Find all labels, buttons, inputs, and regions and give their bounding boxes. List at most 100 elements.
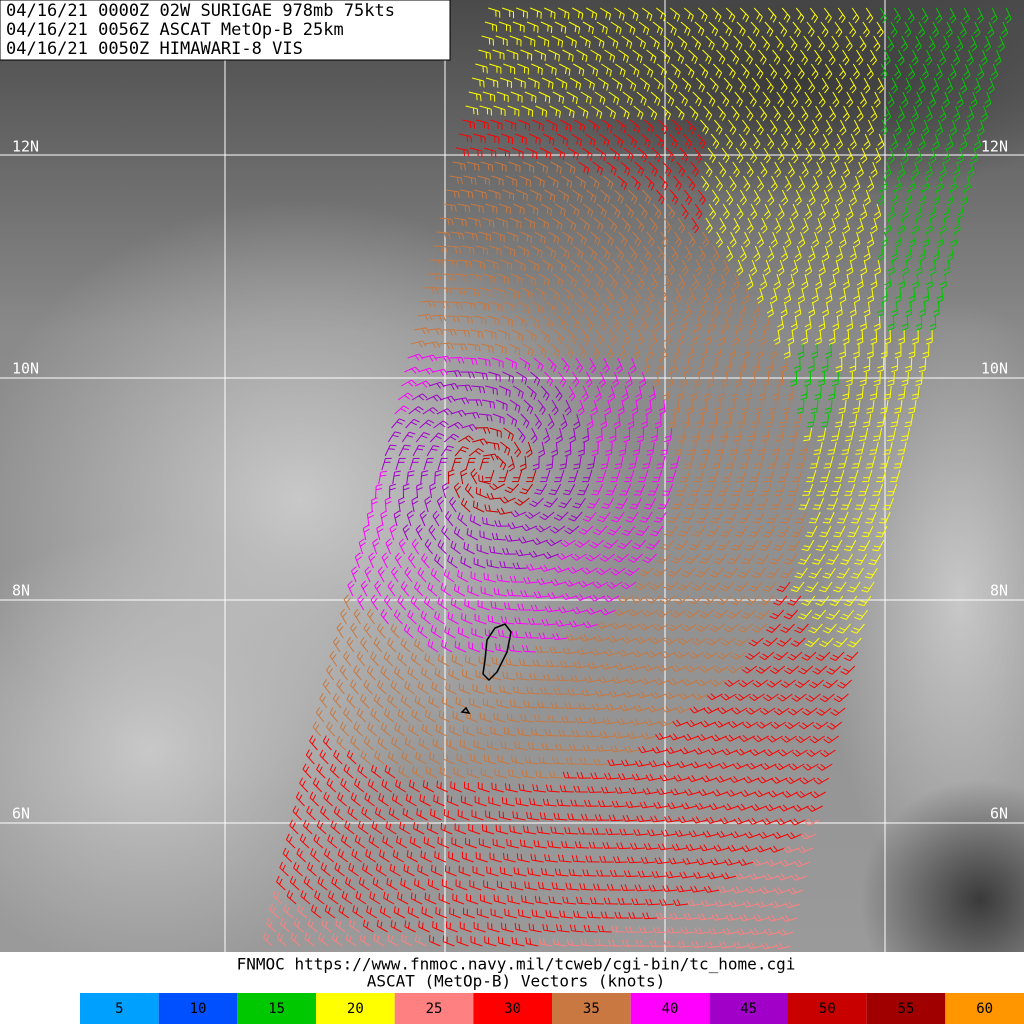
wind-barb (746, 217, 754, 234)
wind-barb (553, 688, 569, 695)
wind-barb (453, 584, 466, 597)
wind-barb (387, 694, 398, 709)
wind-barb (760, 273, 768, 290)
wind-barb (956, 147, 964, 164)
wind-barb (531, 63, 543, 76)
wind-barb (581, 385, 589, 402)
wind-barb (631, 773, 648, 781)
wind-barb (682, 133, 692, 149)
wind-barb (570, 675, 586, 682)
wind-barb (681, 802, 697, 810)
wind-barb (429, 482, 437, 499)
wind-barb (696, 133, 706, 149)
wind-barb (956, 91, 964, 108)
wind-barb (593, 883, 608, 891)
wind-barb (468, 448, 484, 457)
wind-barb (688, 49, 698, 65)
wind-barb (890, 413, 900, 428)
latitude-label: 12N (981, 138, 1008, 156)
wind-barb (646, 231, 655, 247)
wind-barb (560, 539, 577, 548)
wind-barb (904, 77, 912, 94)
wind-barb (856, 329, 864, 345)
wind-barb (551, 35, 564, 48)
wind-barb (370, 764, 382, 779)
wind-barb (656, 609, 672, 618)
wind-barb (569, 427, 576, 444)
wind-barb (782, 790, 799, 798)
wind-barb (712, 63, 723, 79)
wind-barb (292, 805, 302, 821)
wind-barb (891, 301, 899, 317)
wind-barb (834, 21, 843, 38)
wind-barb (716, 539, 731, 551)
wind-barb (808, 679, 824, 689)
wind-barb (334, 862, 345, 877)
legend-label: 55 (898, 1001, 915, 1017)
wind-barb (596, 21, 608, 35)
wind-barb (858, 483, 870, 496)
wind-barb (714, 119, 723, 135)
wind-barb (531, 909, 545, 919)
wind-barb (811, 287, 819, 304)
wind-barb (573, 455, 582, 470)
wind-barb (540, 687, 555, 695)
wind-barb (447, 421, 464, 429)
wind-barb (837, 679, 852, 689)
wind-barb (404, 680, 415, 695)
wind-barb (594, 939, 609, 947)
wind-barb (543, 315, 554, 330)
wind-barb (530, 604, 546, 612)
wind-barb (327, 890, 339, 905)
wind-barb (390, 680, 401, 695)
wind-barb (818, 91, 826, 108)
wind-barb (414, 695, 426, 709)
wind-barb (686, 119, 696, 135)
wind-barb (677, 35, 688, 50)
wind-barb (706, 91, 716, 107)
wind-barb (887, 203, 895, 220)
wind-barb (633, 343, 641, 360)
wind-barb (484, 203, 498, 214)
wind-barb (699, 553, 713, 564)
wind-barb (833, 637, 848, 648)
wind-barb (720, 637, 736, 646)
wind-barb (702, 231, 710, 248)
wind-barb (911, 105, 919, 122)
wind-barb (796, 399, 805, 414)
wind-barb (526, 686, 541, 695)
wind-barb (862, 469, 873, 483)
wind-barb (820, 469, 831, 483)
wind-barb (745, 105, 754, 122)
wind-barb (305, 749, 315, 765)
wind-barb (824, 399, 833, 414)
wind-barb (804, 581, 819, 593)
wind-barb (553, 812, 568, 821)
wind-barb (576, 231, 587, 246)
wind-barb (690, 761, 707, 769)
wind-barb (624, 469, 635, 483)
wind-barb (574, 841, 590, 849)
wind-barb (441, 879, 454, 891)
wind-barb (870, 105, 878, 122)
wind-barb (711, 734, 727, 742)
wind-barb (446, 738, 458, 751)
wind-barb (475, 245, 489, 256)
wind-barb (684, 245, 693, 262)
wind-barb (649, 35, 660, 50)
wind-barb (976, 7, 984, 24)
wind-barb (487, 133, 500, 144)
wind-barb (731, 651, 747, 660)
wind-barb (514, 923, 528, 933)
wind-barb (843, 539, 857, 552)
wind-barb (653, 77, 664, 92)
wind-barb (842, 273, 850, 290)
wind-barb (410, 340, 427, 348)
wind-barb (717, 707, 734, 715)
wind-barb (770, 901, 787, 908)
wind-barb (587, 245, 597, 260)
wind-barb (693, 747, 710, 755)
wind-barb (697, 733, 713, 742)
wind-barb (702, 651, 719, 660)
wind-barb (623, 427, 631, 443)
